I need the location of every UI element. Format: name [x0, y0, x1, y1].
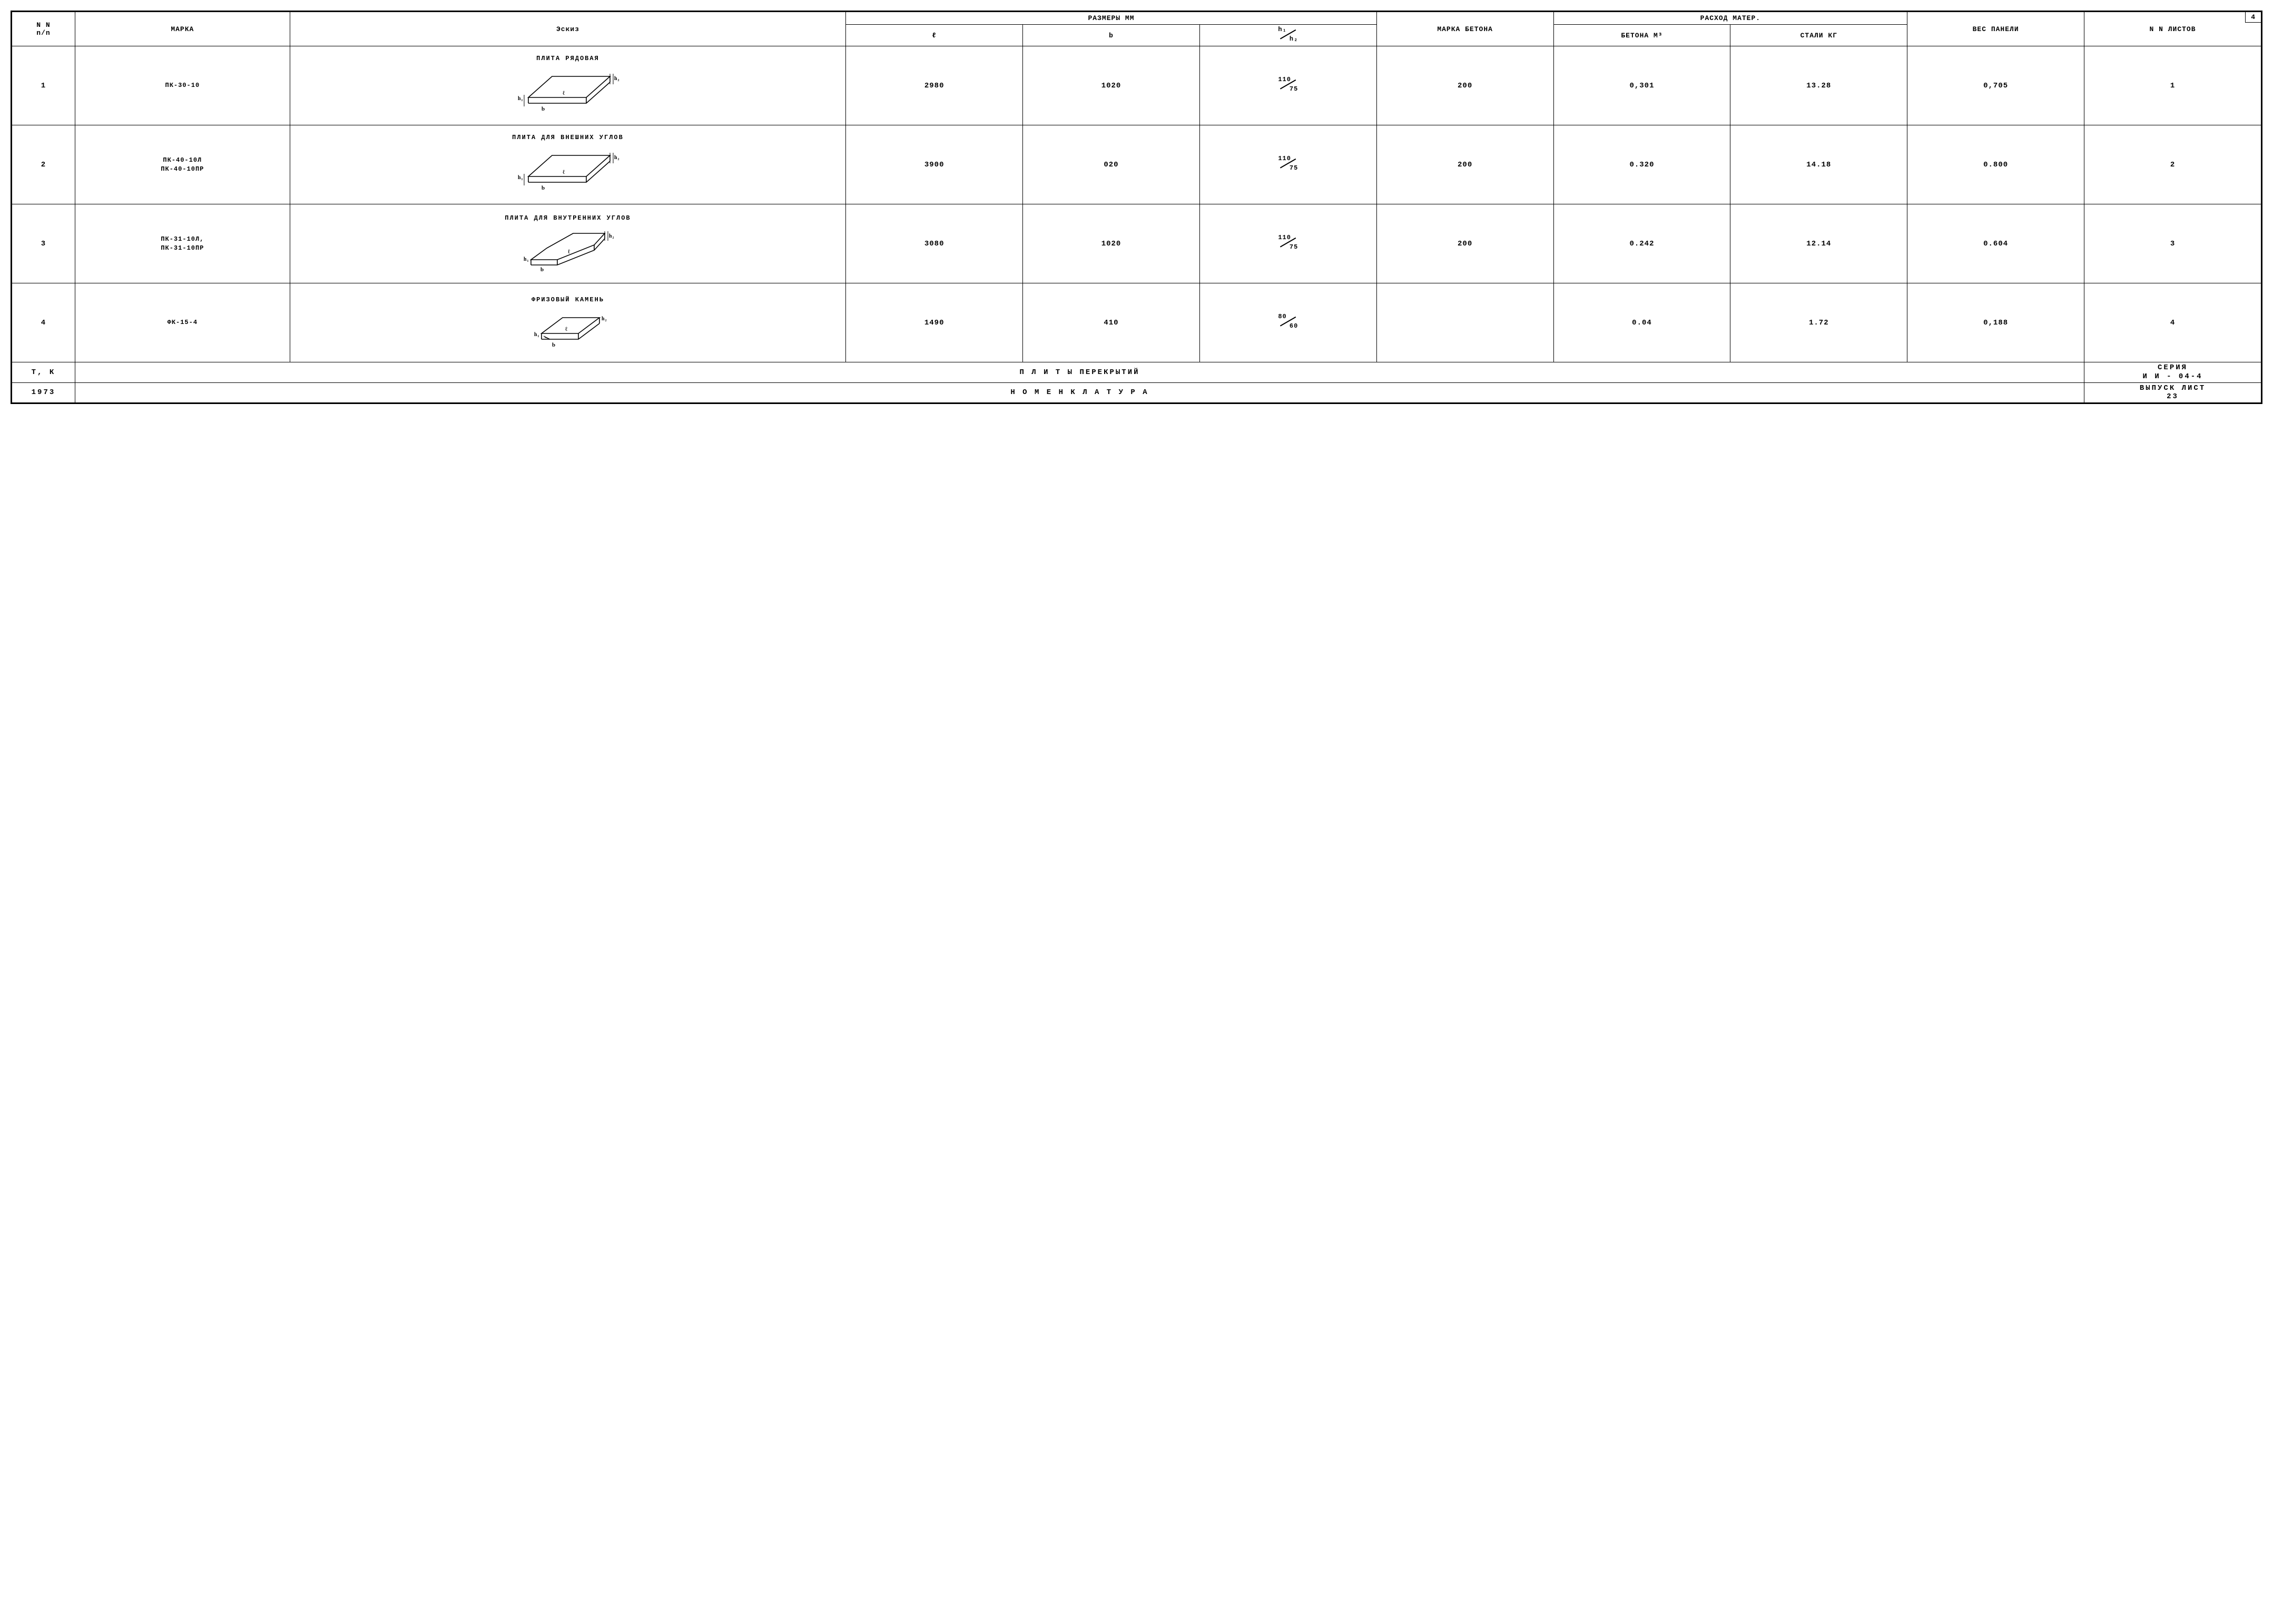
cell-l: 2980: [846, 46, 1023, 125]
cell-n: 4: [12, 283, 75, 362]
eskiz-title: ПЛИТА ДЛЯ ВНУТРЕННИХ УГЛОВ: [291, 214, 845, 222]
cell-b: 410: [1023, 283, 1200, 362]
hdr-ves: ВЕС ПАНЕЛИ: [1907, 12, 2084, 46]
svg-text:h₂: h₂: [614, 155, 620, 161]
cell-mark: ПК-30-10: [75, 46, 290, 125]
cell-b: 1020: [1023, 46, 1200, 125]
hdr-beton: БЕТОНА М³: [1553, 25, 1730, 46]
hdr-h: h₁h₂: [1199, 25, 1376, 46]
page-number: 4: [2245, 12, 2261, 23]
cell-list: 4: [2084, 283, 2261, 362]
table-row: 3 ПК-31-10Л, ПК-31-10ПР ПЛИТА ДЛЯ ВНУТРЕ…: [12, 204, 2261, 283]
cell-mark: ФК-15-4: [75, 283, 290, 362]
cell-ves: 0,188: [1907, 283, 2084, 362]
eskiz-title: ПЛИТА ДЛЯ ВНЕШНИХ УГЛОВ: [291, 134, 845, 141]
cell-mbeton: 200: [1376, 125, 1553, 204]
svg-text:b: b: [542, 185, 545, 191]
hdr-eskiz: Эскиз: [290, 12, 846, 46]
cell-beton: 0.04: [1553, 283, 1730, 362]
cell-beton: 0,301: [1553, 46, 1730, 125]
cell-stal: 1.72: [1730, 283, 1907, 362]
svg-text:b: b: [552, 342, 556, 348]
cell-stal: 13.28: [1730, 46, 1907, 125]
cell-stal: 12.14: [1730, 204, 1907, 283]
footer-year: 1973: [12, 382, 75, 403]
footer-title2: Н О М Е Н К Л А Т У Р А: [75, 382, 2084, 403]
cell-h: 11075: [1199, 46, 1376, 125]
table-row: 1 ПК-30-10 ПЛИТА РЯДОВАЯ ℓ b h₂ h₁ 2980 …: [12, 46, 2261, 125]
cell-h: 11075: [1199, 125, 1376, 204]
cell-l: 3900: [846, 125, 1023, 204]
cell-b: 1020: [1023, 204, 1200, 283]
cell-n: 3: [12, 204, 75, 283]
cell-n: 1: [12, 46, 75, 125]
cell-eskiz: ПЛИТА ДЛЯ ВНЕШНИХ УГЛОВ ℓ b h₂ h₁: [290, 125, 846, 204]
cell-b: 020: [1023, 125, 1200, 204]
svg-text:h₁: h₁: [518, 175, 524, 181]
hdr-nn-2: n/n: [13, 29, 74, 37]
svg-text:ℓ: ℓ: [565, 326, 568, 332]
hdr-nn: N N n/n: [12, 12, 75, 46]
eskiz-title: ПЛИТА РЯДОВАЯ: [291, 55, 845, 62]
cell-ves: 0.800: [1907, 125, 2084, 204]
table-row: 2 ПК-40-10Л ПК-40-10ПР ПЛИТА ДЛЯ ВНЕШНИХ…: [12, 125, 2261, 204]
cell-stal: 14.18: [1730, 125, 1907, 204]
svg-text:h₂: h₂: [602, 316, 607, 322]
hdr-marka-betona: МАРКА БЕТОНА: [1376, 12, 1553, 46]
cell-l: 3080: [846, 204, 1023, 283]
cell-mark: ПК-40-10Л ПК-40-10ПР: [75, 125, 290, 204]
svg-text:h₁: h₁: [524, 257, 529, 262]
cell-ves: 0,705: [1907, 46, 2084, 125]
hdr-listov: 4 N N ЛИСТОВ: [2084, 12, 2261, 46]
hdr-l: ℓ: [846, 25, 1023, 46]
cell-mbeton: 200: [1376, 204, 1553, 283]
cell-ves: 0.604: [1907, 204, 2084, 283]
cell-eskiz: ПЛИТА РЯДОВАЯ ℓ b h₂ h₁: [290, 46, 846, 125]
cell-mbeton: 200: [1376, 46, 1553, 125]
cell-h: 11075: [1199, 204, 1376, 283]
hdr-marka: МАРКА: [75, 12, 290, 46]
cell-l: 1490: [846, 283, 1023, 362]
hdr-razmery: РАЗМЕРЫ ММ: [846, 12, 1376, 25]
svg-text:h₁: h₁: [518, 96, 524, 102]
svg-text:ℓ: ℓ: [563, 90, 565, 96]
eskiz-title: ФРИЗОВЫЙ КАМЕНЬ: [291, 296, 845, 303]
cell-eskiz: ПЛИТА ДЛЯ ВНУТРЕННИХ УГЛОВ ℓ b h₂ h₁: [290, 204, 846, 283]
svg-text:h₁: h₁: [534, 332, 540, 338]
svg-text:ℓ: ℓ: [563, 169, 565, 175]
svg-text:h₂: h₂: [609, 233, 615, 239]
footer-title1: П Л И Т Ы ПЕРЕКРЫТИЙ: [75, 362, 2084, 383]
svg-text:b: b: [542, 106, 545, 112]
hdr-nn-1: N N: [13, 21, 74, 29]
footer-vypusk: ВЫПУСК ЛИСТ 23: [2084, 382, 2261, 403]
cell-beton: 0.242: [1553, 204, 1730, 283]
table-row: 4 ФК-15-4 ФРИЗОВЫЙ КАМЕНЬ ℓ b h₂ h₁ 1490…: [12, 283, 2261, 362]
cell-beton: 0.320: [1553, 125, 1730, 204]
svg-text:b: b: [540, 267, 544, 273]
cell-list: 3: [2084, 204, 2261, 283]
cell-eskiz: ФРИЗОВЫЙ КАМЕНЬ ℓ b h₂ h₁: [290, 283, 846, 362]
svg-text:h₂: h₂: [614, 76, 620, 82]
cell-h: 8060: [1199, 283, 1376, 362]
cell-n: 2: [12, 125, 75, 204]
cell-mark: ПК-31-10Л, ПК-31-10ПР: [75, 204, 290, 283]
cell-mbeton: [1376, 283, 1553, 362]
hdr-listov-label: N N ЛИСТОВ: [2150, 25, 2196, 33]
hdr-stali: СТАЛИ КГ: [1730, 25, 1907, 46]
footer-seria: СЕРИЯ И И - 04-4: [2084, 362, 2261, 383]
footer-tk: Т, К: [12, 362, 75, 383]
cell-list: 1: [2084, 46, 2261, 125]
hdr-b: b: [1023, 25, 1200, 46]
cell-list: 2: [2084, 125, 2261, 204]
hdr-rashod: РАСХОД МАТЕР.: [1553, 12, 1907, 25]
svg-text:ℓ: ℓ: [568, 249, 570, 255]
spec-table: N N n/n МАРКА Эскиз РАЗМЕРЫ ММ МАРКА БЕТ…: [12, 12, 2261, 403]
